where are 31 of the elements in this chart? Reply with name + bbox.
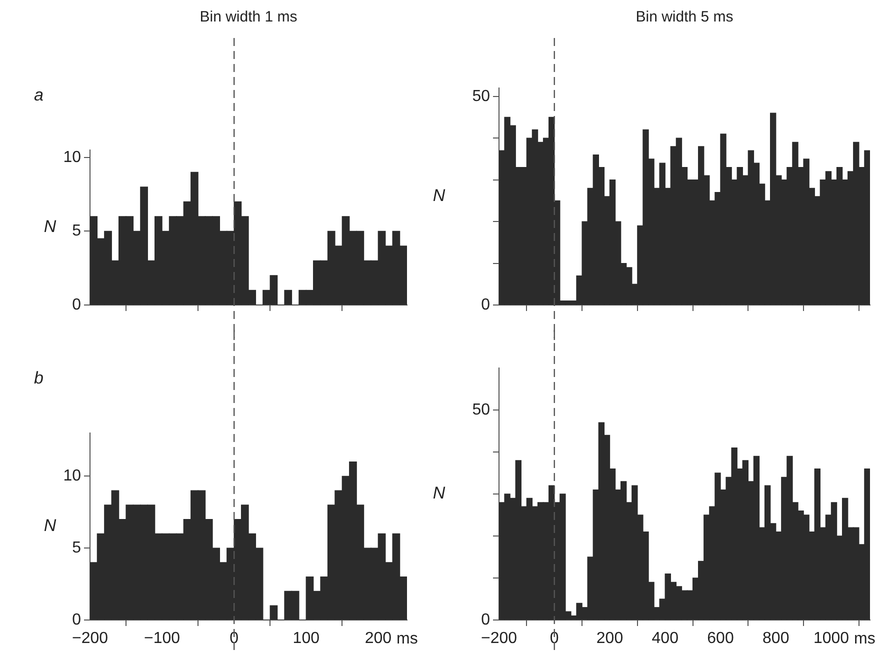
text: a [34, 86, 44, 105]
y-tick-label: 50 [472, 88, 490, 105]
x-tick-label: 100 [292, 630, 320, 648]
y-tick-label: 0 [72, 296, 82, 314]
y-tick-label: 0 [481, 296, 490, 314]
y-tick-label: 50 [472, 401, 490, 418]
y-tick-label: 0 [72, 611, 82, 628]
chart-title: Bin width 5 ms [636, 8, 734, 26]
y-axis-title: N [44, 217, 57, 236]
y-tick-label: 0 [481, 611, 490, 628]
y-tick-label: 5 [72, 539, 82, 556]
x-tick-label: 800 [762, 630, 790, 648]
x-tick-label: 400 [652, 630, 679, 648]
x-tick-label: 200 [364, 630, 392, 648]
chart-title: Bin width 1 ms [200, 8, 298, 26]
y-tick-label: 5 [72, 222, 82, 240]
x-tick-label: 200 [596, 630, 624, 648]
x-axis-title: ms [396, 630, 418, 648]
x-tick-label: −100 [144, 630, 180, 648]
x-tick-label: 600 [707, 630, 734, 648]
y-tick-label: 10 [63, 148, 82, 166]
x-tick-label: −200 [480, 630, 518, 648]
text: b [34, 368, 44, 388]
y-axis-title: N [432, 484, 446, 503]
x-axis-title: ms [854, 630, 876, 648]
y-axis-title: N [432, 186, 446, 206]
x-tick-label: 1000 [813, 630, 850, 648]
x-tick-label: 0 [550, 630, 559, 648]
y-tick-label: 10 [63, 468, 82, 485]
x-tick-label: −200 [72, 630, 108, 648]
y-axis-title: N [44, 516, 57, 536]
